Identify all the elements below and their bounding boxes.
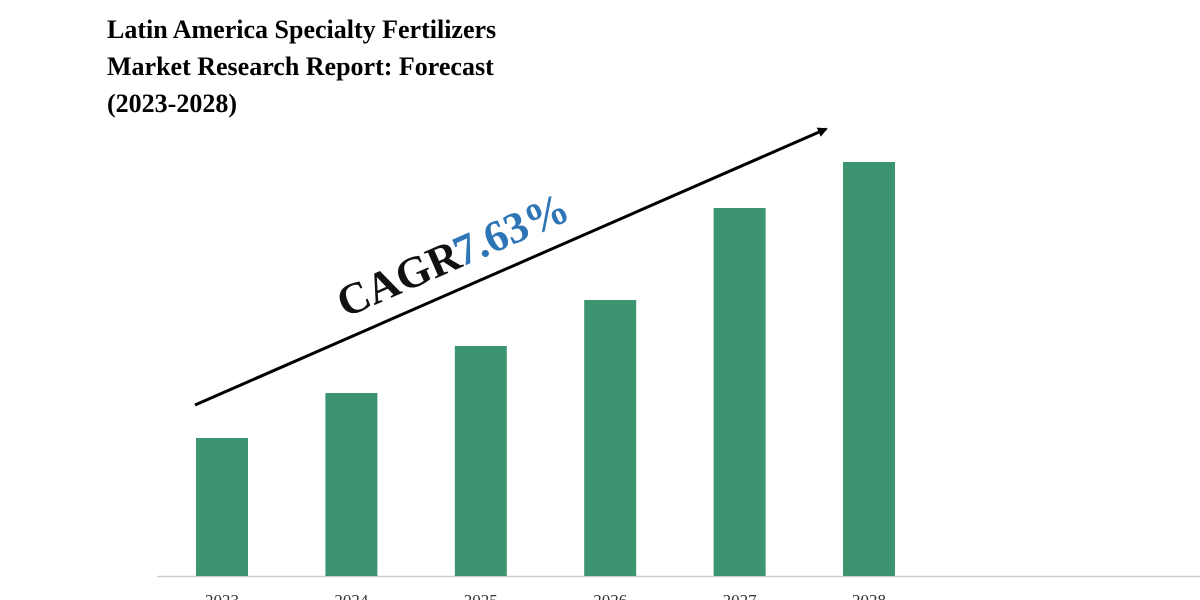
trend-arrow <box>194 127 828 407</box>
x-tick-label: 2027 <box>723 591 758 600</box>
bar <box>843 162 895 576</box>
bar <box>325 393 378 576</box>
bar <box>584 300 637 576</box>
x-tick-label: 2024 <box>334 591 369 600</box>
bar <box>454 346 507 576</box>
chart-title: Latin America Specialty Fertilizers <box>107 15 496 44</box>
bar <box>196 438 248 576</box>
cagr-value: 7.63% <box>446 183 576 276</box>
x-tick-label: 2023 <box>205 591 239 600</box>
bar <box>713 208 766 576</box>
x-tick-label: 2026 <box>593 591 627 600</box>
chart-title: (2023-2028) <box>107 89 237 118</box>
x-tick-label: 2025 <box>464 591 498 600</box>
chart-title: Market Research Report: Forecast <box>107 52 494 81</box>
cagr-label: CAGR <box>329 230 468 327</box>
x-tick-label: 2028 <box>852 591 886 600</box>
